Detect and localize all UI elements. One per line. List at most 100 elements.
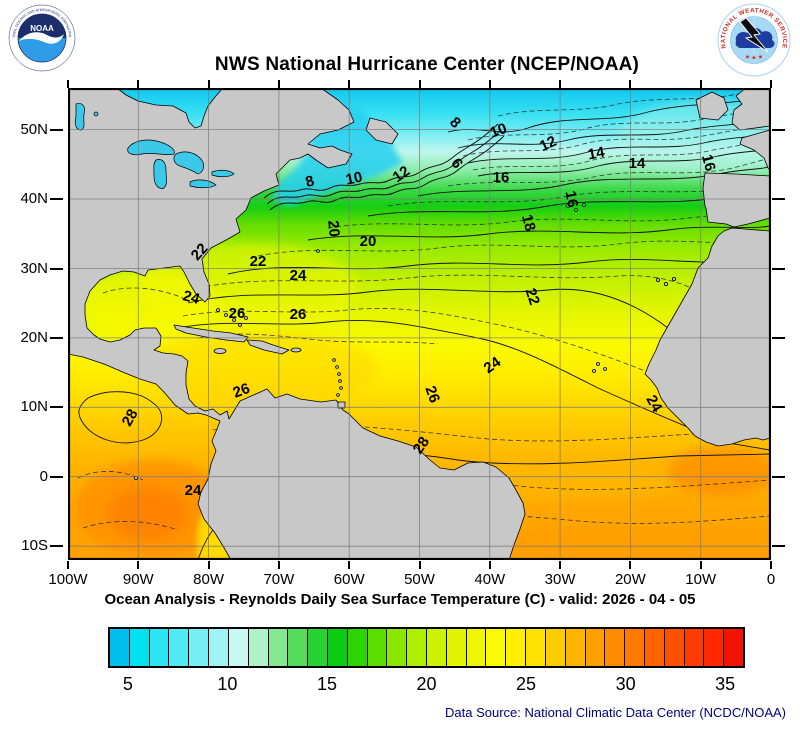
iberia	[702, 172, 771, 228]
lat-tick-right	[772, 198, 785, 200]
lakes	[74, 103, 235, 189]
isotherm-label: 14	[587, 144, 607, 164]
isotherm-label: 12	[390, 163, 413, 186]
africa	[644, 227, 771, 447]
lat-tick-left	[50, 545, 63, 548]
isotherm-label: 14	[629, 155, 646, 172]
colorbar-cell	[565, 629, 586, 666]
isotherm-label: 26	[290, 306, 307, 323]
lon-tick-bottom	[418, 561, 421, 569]
colorbar-tick-label: 15	[316, 674, 338, 694]
colorbar-tick-label: 25	[515, 674, 537, 694]
lesser-antilles	[332, 358, 343, 397]
lat-tick-left	[50, 198, 63, 200]
colorbar-tick-label: 35	[715, 674, 736, 694]
nws-stars: ★ ★ ★	[744, 53, 764, 62]
noaa-gull-icon	[19, 32, 64, 44]
isotherm-label: 20	[360, 233, 377, 250]
colorbar-cell	[585, 629, 606, 666]
isotherm-label: 16	[493, 169, 510, 186]
north-south-america	[67, 87, 526, 561]
lat-tick-left	[50, 475, 63, 478]
lon-label: 0	[766, 571, 776, 588]
colorbar-cell	[268, 629, 289, 666]
colorbar-cell	[545, 629, 566, 666]
colorbar-cell	[327, 629, 348, 666]
isotherm-label: 28	[410, 434, 433, 457]
colorbar-tick-label: 10	[217, 674, 238, 694]
lat-tick-right	[772, 406, 785, 409]
map-frame	[67, 87, 772, 561]
isotherm-label: 10	[488, 120, 509, 142]
lon-tick-bottom	[629, 561, 632, 569]
colorbar-cell	[486, 629, 507, 666]
noaa-center-text: NOAA	[30, 24, 54, 33]
lake-superior	[127, 139, 175, 156]
isotherm-label: 24	[642, 392, 665, 416]
lon-label: 90W	[122, 571, 154, 588]
lat-label: 10S	[21, 537, 48, 555]
colorbar-cell	[605, 629, 626, 666]
colorbar-cell	[625, 629, 645, 666]
colorbar-cell	[387, 629, 408, 666]
lon-label: 20W	[614, 571, 646, 588]
lon-tick-bottom	[277, 561, 280, 569]
puerto-rico	[290, 347, 302, 353]
lon-tick-bottom	[137, 561, 140, 569]
map-caption: Ocean Analysis - Reynolds Daily Sea Surf…	[104, 591, 696, 608]
lon-label: 30W	[544, 571, 576, 588]
lat-label: 0	[39, 467, 48, 485]
nws-lightning-icon	[739, 17, 769, 53]
isotherm-label: 20	[324, 220, 342, 238]
noaa-logo: NATIONAL OCEANIC AND ATMOSPHERIC ADMINIS…	[8, 4, 76, 72]
isotherm-label: 26	[229, 305, 246, 322]
ireland	[695, 91, 729, 121]
colorbar-cell	[466, 629, 487, 666]
jamaica	[213, 348, 227, 354]
isotherm-label: 12	[537, 133, 559, 155]
lat-label: 30N	[20, 259, 48, 277]
lon-tick-bottom	[699, 561, 702, 569]
newfoundland	[365, 117, 399, 145]
lat-label: 50N	[20, 120, 48, 138]
lon-tick-bottom	[67, 561, 69, 569]
lon-label: 80W	[193, 571, 225, 588]
isotherm-label: 28	[119, 406, 142, 429]
nws-logo: NATIONAL WEATHER SERVICE ★ ★ ★	[717, 3, 791, 77]
colorbar-cell	[228, 629, 249, 666]
colorbar-cell	[347, 629, 368, 666]
isotherm-label: 16	[698, 153, 719, 174]
lon-tick-top	[348, 80, 351, 88]
lake-erie	[189, 179, 217, 189]
isotherm-label: 22	[250, 253, 267, 270]
lon-tick-top	[559, 80, 562, 88]
lon-tick-top	[137, 80, 140, 88]
isotherm-label: 16	[562, 190, 582, 209]
isotherm-label: 26	[231, 380, 252, 402]
colorbar-cell	[110, 629, 130, 666]
page-title: NWS National Hurricane Center (NCEP/NOAA…	[214, 54, 640, 75]
isotherm-label: 18	[518, 213, 539, 234]
lake-ontario	[211, 169, 235, 178]
lat-tick-right	[772, 545, 785, 548]
lon-label: 70W	[263, 571, 295, 588]
lat-tick-left	[50, 128, 63, 131]
lon-tick-top	[277, 80, 280, 88]
colorbar-cell	[308, 629, 328, 666]
lon-tick-bottom	[770, 561, 772, 569]
lon-label: 40W	[474, 571, 506, 588]
lon-tick-bottom	[488, 561, 491, 569]
lon-tick-top	[67, 80, 69, 88]
lon-tick-top	[488, 80, 491, 88]
lat-tick-right	[772, 475, 785, 478]
colorbar-cell	[288, 629, 309, 666]
isotherm-label: 22	[522, 286, 543, 307]
lat-tick-right	[772, 267, 785, 270]
colorbar-cell	[189, 629, 210, 666]
colorbar-cell	[367, 629, 388, 666]
lon-tick-top	[699, 80, 702, 88]
isotherm-label: 24	[181, 287, 202, 308]
lon-label: 10W	[685, 571, 717, 588]
lon-tick-top	[770, 80, 772, 88]
colorbar-cell	[248, 629, 269, 666]
